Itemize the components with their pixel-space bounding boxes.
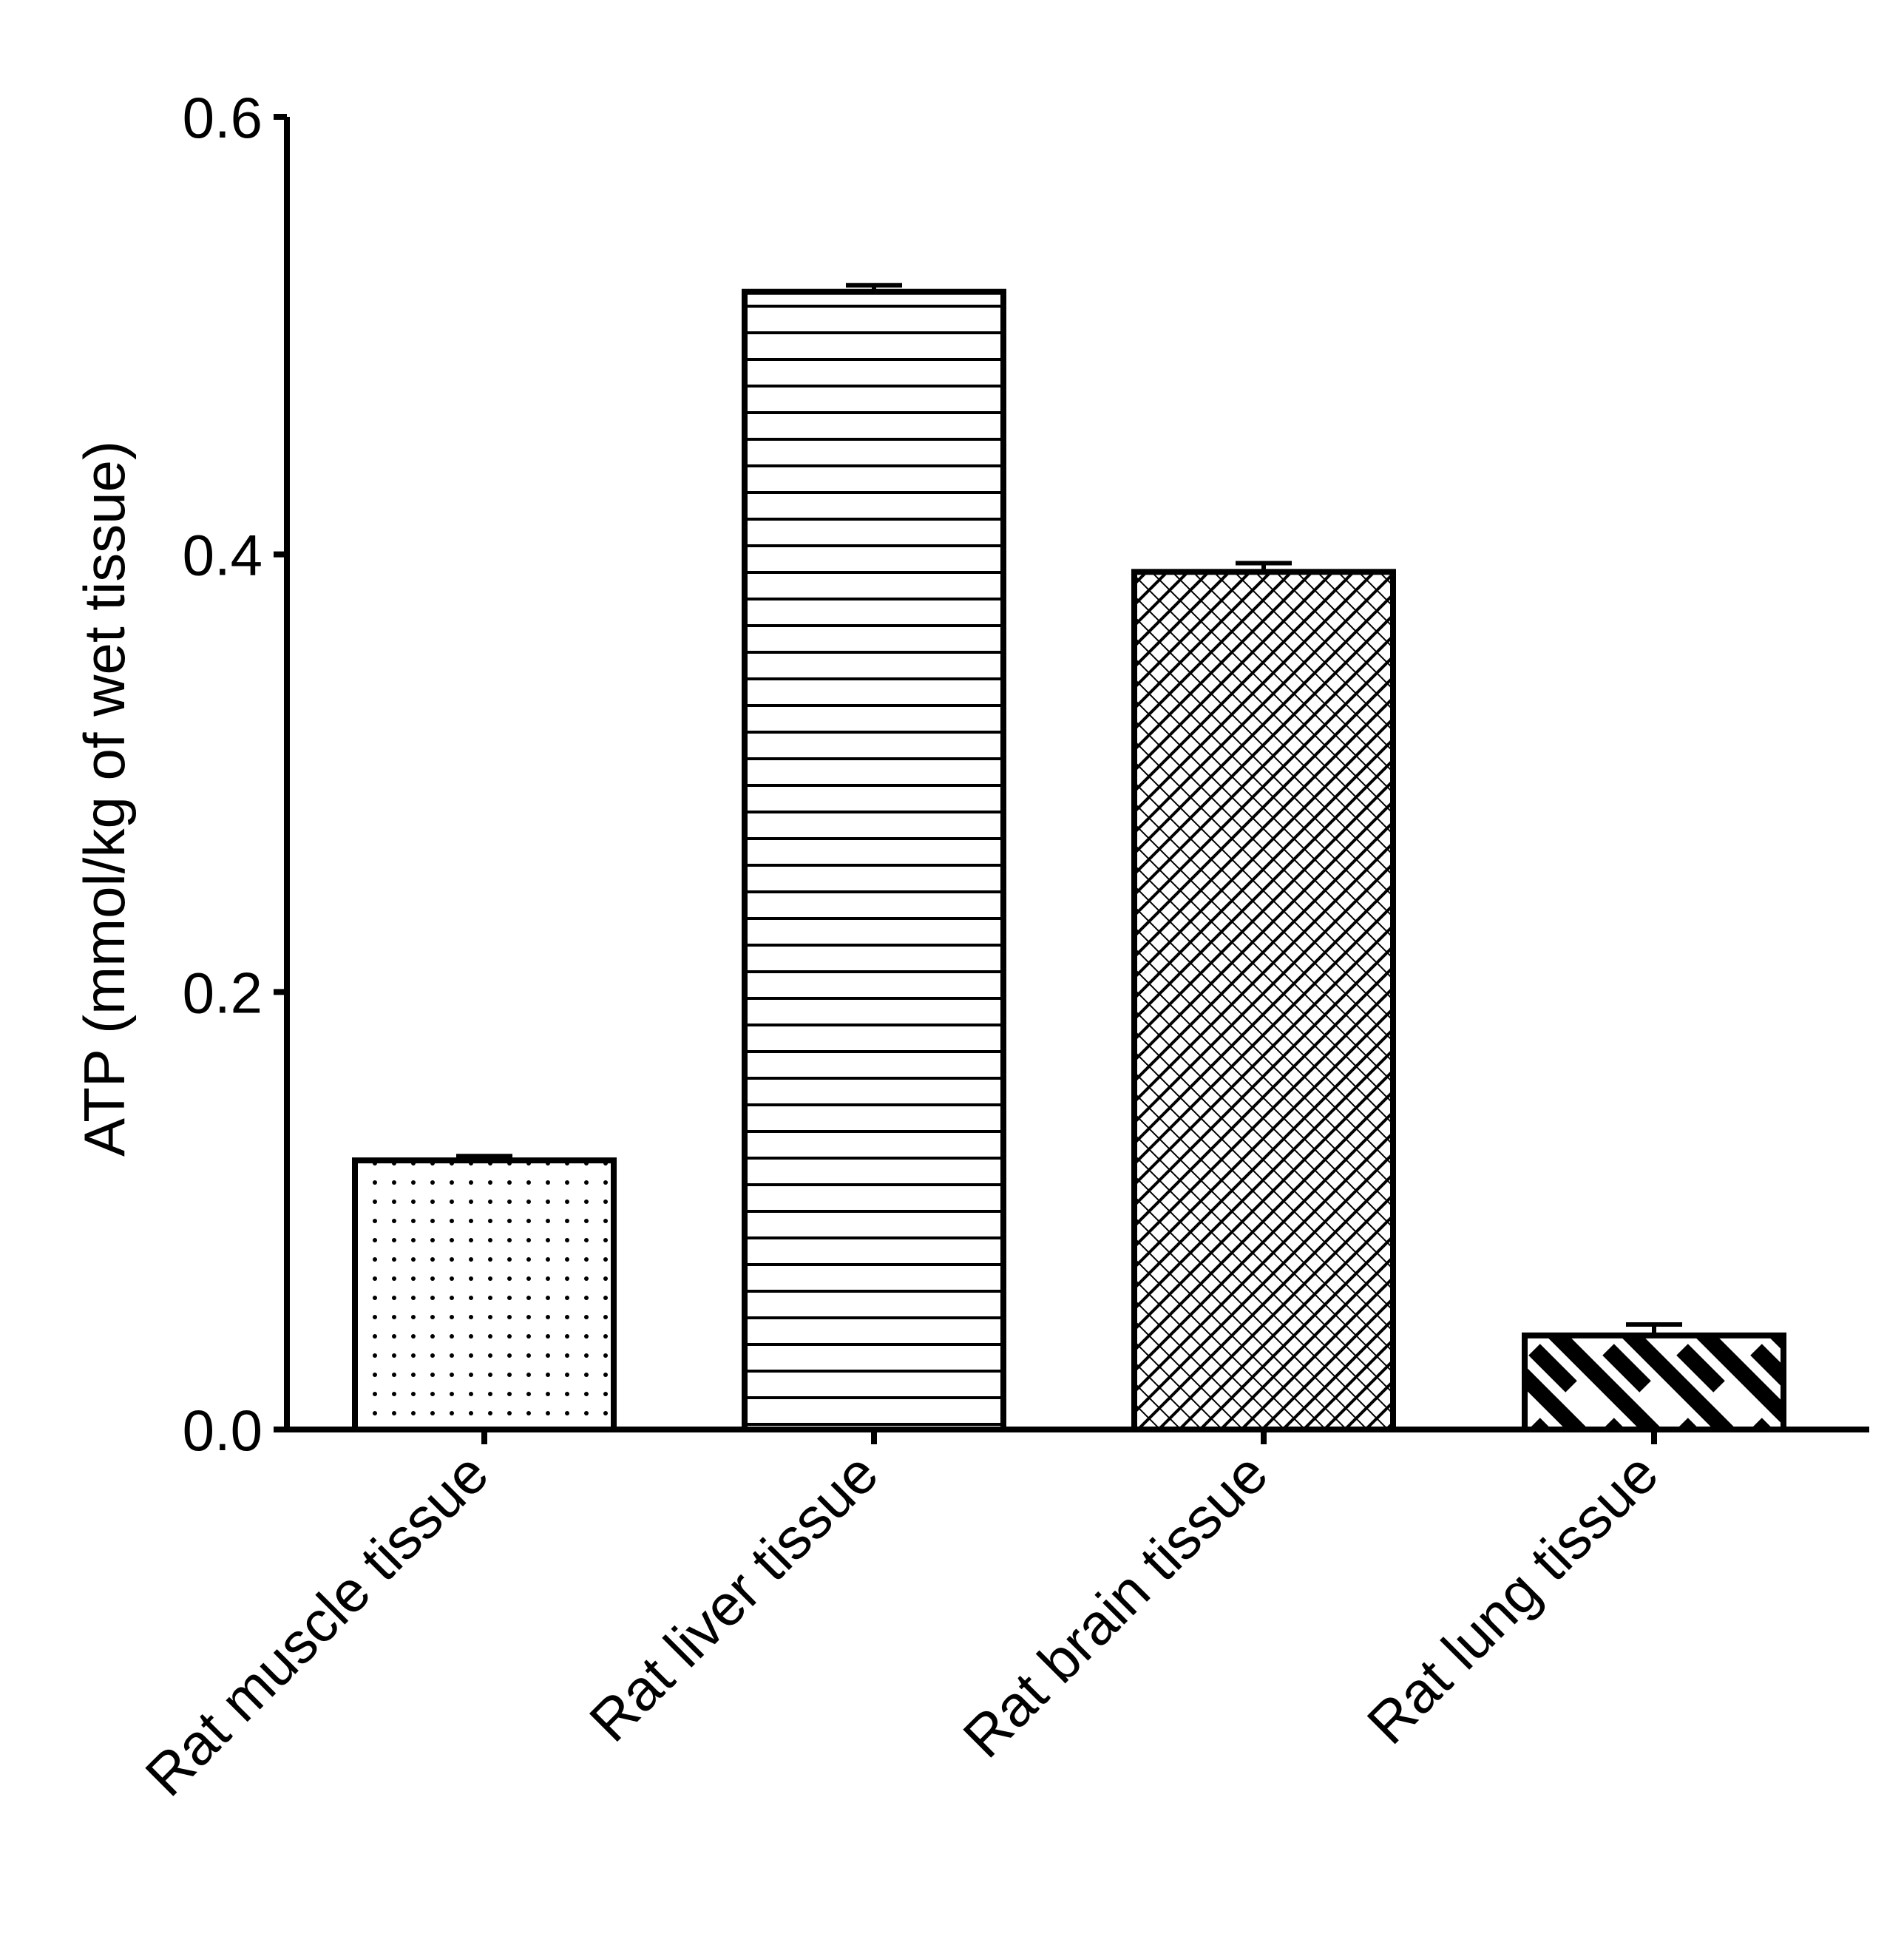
x-tick-label: Rat liver tissue bbox=[577, 1441, 890, 1754]
x-axis: Rat muscle tissue Rat liver tissue Rat bra… bbox=[133, 1427, 1869, 1808]
bar-crosshatch bbox=[1131, 569, 1396, 1432]
y-tick-label: 0.6 bbox=[183, 85, 262, 150]
x-tick-label: Rat brain tissue bbox=[951, 1441, 1280, 1770]
bar-horizontal-lines bbox=[742, 288, 1006, 1433]
bar-diagonal-stripes bbox=[1522, 1332, 1786, 1432]
y-axis-title: ATP (mmol/kg of wet tissue) bbox=[72, 441, 137, 1157]
y-tick-label: 0.4 bbox=[183, 523, 262, 588]
x-tick-label: Rat muscle tissue bbox=[133, 1441, 501, 1808]
x-tick-label: Rat lung tissue bbox=[1355, 1441, 1670, 1756]
y-axis: 0.0 0.2 0.4 0.6 ATP (mmol/kg of wet tissue) bbox=[72, 85, 290, 1463]
bar-dots bbox=[352, 1157, 617, 1432]
bars bbox=[352, 282, 1786, 1433]
y-tick-label: 0.2 bbox=[183, 960, 262, 1025]
y-tick-label: 0.0 bbox=[183, 1398, 262, 1463]
